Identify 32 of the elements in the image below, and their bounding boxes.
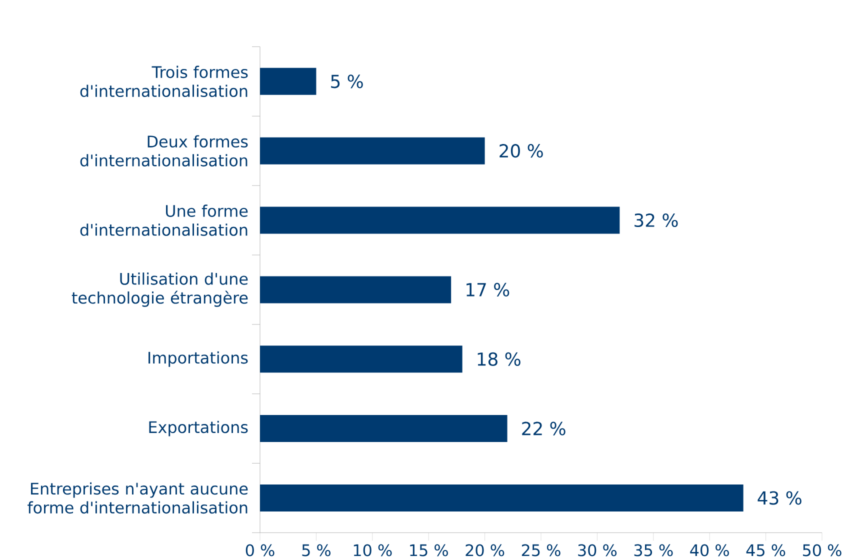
x-tick-label: 15 %	[410, 544, 448, 556]
x-tick-label: 20 %	[466, 544, 504, 556]
x-tick-label: 50 %	[802, 544, 842, 556]
data-label: 18 %	[478, 352, 520, 366]
data-label: 5 %	[331, 74, 363, 88]
data-label: 20 %	[500, 144, 543, 158]
x-tick-label: 40 %	[690, 544, 729, 556]
x-tick-label: 45 %	[746, 544, 786, 556]
x-tick-label: 10 %	[354, 544, 392, 556]
y-tick-label: Exportations	[149, 421, 248, 436]
bar	[260, 276, 452, 304]
bar	[260, 415, 508, 442]
data-label: 17 %	[466, 283, 510, 297]
bar	[260, 138, 485, 165]
data-label: 22 %	[522, 422, 566, 436]
y-tick-label: Trois formes d'internationalisation	[80, 66, 248, 98]
x-tick-label: 35 %	[634, 544, 673, 556]
bar	[260, 206, 620, 234]
data-label: 32 %	[634, 214, 678, 228]
y-tick-label: Deux formes d'internationalisation	[80, 135, 248, 167]
y-tick-label: Importations	[148, 352, 248, 368]
x-tick-label: 0 %	[246, 544, 274, 556]
x-tick-label: 5 %	[302, 544, 330, 556]
bar	[260, 346, 462, 373]
bar	[260, 484, 744, 512]
bar	[260, 68, 316, 96]
x-tick-label: 25 %	[522, 544, 560, 556]
x-tick-label: 30 %	[578, 544, 617, 556]
data-label: 43 %	[758, 491, 802, 505]
y-tick-label: Utilisation d'une technologie étrangère	[72, 272, 248, 308]
y-tick-label: Une forme d'internationalisation	[80, 204, 248, 236]
y-tick-label: Entreprises n'ayant aucune forme d'internationalisation	[28, 482, 248, 514]
